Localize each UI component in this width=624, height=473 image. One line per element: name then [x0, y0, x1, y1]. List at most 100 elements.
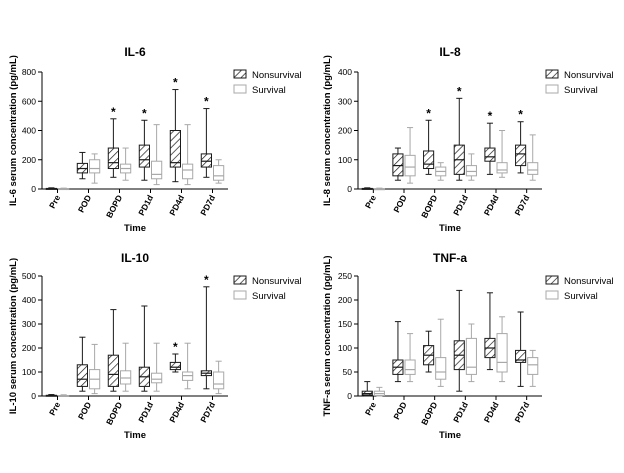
legend: Nonsurvival Survival: [545, 275, 614, 302]
legend-label-nonsurvival: Nonsurvival: [564, 276, 614, 287]
y-tick-label: 400: [338, 67, 352, 77]
survival-box: [120, 147, 132, 181]
box-body: [435, 357, 447, 380]
y-tick-label: 200: [22, 155, 36, 165]
chart-title: IL-10: [121, 251, 149, 265]
legend-label-survival: Survival: [564, 291, 598, 302]
significance-marker: *: [518, 108, 523, 122]
box-body: [527, 162, 539, 175]
nonsurvival-box: [453, 289, 465, 392]
box-body: [138, 144, 151, 168]
legend-swatch-nonsurvival: [545, 69, 559, 79]
x-tick-label: PD4d: [167, 193, 186, 217]
y-tick-label: 500: [22, 271, 36, 281]
x-tick-label: PD1d: [451, 193, 470, 217]
x-tick-label: PD7d: [512, 400, 531, 424]
box-body: [151, 372, 163, 384]
significance-marker: *: [173, 76, 178, 90]
significance-marker: *: [457, 84, 462, 98]
nonsurvival-box: [76, 151, 88, 180]
x-axis-label: Time: [124, 223, 146, 234]
survival-box: [182, 124, 194, 186]
survival-box: [58, 187, 70, 191]
significance-marker: *: [173, 340, 178, 354]
nonsurvival-box: [169, 353, 182, 373]
y-tick-label: 200: [338, 126, 352, 136]
x-tick-label: PD4d: [482, 400, 501, 424]
survival-box: [435, 162, 447, 181]
x-tick-label: PD4d: [167, 400, 186, 424]
nonsurvival-box: [138, 305, 151, 392]
legend-swatch-survival: [233, 84, 247, 94]
legend-swatch-nonsurvival: [233, 275, 247, 285]
survival-box: [58, 394, 70, 398]
survival-box: [120, 342, 132, 392]
box-body: [107, 147, 119, 170]
x-tick-label: BOPD: [419, 400, 439, 426]
survival-box: [435, 318, 447, 387]
x-tick-label: PD7d: [198, 193, 217, 217]
x-tick-label: PD7d: [512, 193, 531, 217]
box-body: [404, 154, 416, 177]
chart-panel-4: TNF-a 0 50 100 150 200 250 TNF-a serum concentr…: [322, 251, 614, 441]
survival-box: [527, 134, 539, 181]
x-tick-label: PD7d: [198, 400, 217, 424]
x-tick-label: POD: [391, 400, 408, 421]
x-tick-label: Pre: [47, 193, 62, 210]
legend-swatch-survival: [545, 84, 559, 94]
nonsurvival-box: [423, 330, 435, 373]
nonsurvival-box: [453, 97, 465, 181]
survival-box: [213, 159, 225, 184]
x-tick-label: BOPD: [104, 193, 124, 219]
x-axis-label: Time: [124, 430, 146, 441]
survival-box: [496, 130, 508, 178]
survival-box: [151, 342, 163, 392]
box-body: [423, 150, 435, 170]
survival-box: [151, 124, 163, 186]
chart-panel-2: IL-8 0 100 200 300 400 IL-8 serum concentratio…: [322, 45, 614, 234]
nonsurvival-box: [515, 121, 527, 174]
y-axis-label: IL-8 serum concentration (pg/mL): [322, 55, 333, 206]
nonsurvival-box: [45, 187, 57, 190]
y-tick-label: 100: [22, 367, 36, 377]
legend-label-survival: Survival: [564, 85, 598, 96]
box-body: [169, 361, 182, 371]
box-body: [515, 144, 527, 167]
box-body: [515, 349, 527, 363]
nonsurvival-box: [45, 394, 57, 397]
x-axis-label: Time: [439, 430, 461, 441]
nonsurvival-box: [515, 311, 527, 387]
box-body: [213, 371, 225, 390]
legend-label-nonsurvival: Nonsurvival: [252, 70, 302, 81]
significance-marker: *: [426, 106, 431, 120]
x-tick-label: Pre: [363, 400, 378, 417]
survival-box: [496, 316, 508, 383]
nonsurvival-box: [76, 336, 88, 392]
y-tick-label: 200: [338, 295, 352, 305]
box-body: [404, 359, 416, 375]
survival-box: [465, 153, 477, 181]
survival-box: [404, 333, 416, 383]
legend-swatch-nonsurvival: [233, 69, 247, 79]
nonsurvival-box: [200, 108, 213, 178]
significance-marker: *: [111, 105, 116, 119]
legend-swatch-survival: [233, 290, 247, 300]
nonsurvival-box: [169, 89, 182, 183]
y-tick-label: 200: [22, 343, 36, 353]
y-tick-label: 0: [31, 391, 36, 401]
x-tick-label: PD1d: [136, 193, 155, 217]
legend: Nonsurvival Survival: [545, 69, 614, 96]
legend: Nonsurvival Survival: [233, 275, 302, 302]
y-axis-label: IL-6 serum concentration (pg/mL): [8, 55, 19, 206]
box-body: [496, 162, 508, 174]
nonsurvival-box: [200, 286, 213, 390]
y-axis-label: IL-10 serum concentration (pg/mL): [8, 258, 19, 414]
x-tick-label: BOPD: [104, 400, 124, 426]
y-tick-label: 250: [338, 271, 352, 281]
box-body: [169, 130, 182, 168]
y-tick-label: 300: [22, 319, 36, 329]
nonsurvival-box: [361, 187, 373, 190]
x-tick-label: Pre: [47, 400, 62, 417]
x-tick-label: POD: [391, 193, 408, 214]
